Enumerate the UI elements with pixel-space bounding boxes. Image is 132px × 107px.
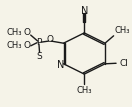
Text: Cl: Cl — [119, 59, 128, 68]
Text: CH₃: CH₃ — [114, 26, 130, 35]
Text: N: N — [81, 6, 88, 16]
Text: N: N — [57, 60, 64, 70]
Text: CH₃: CH₃ — [6, 41, 22, 50]
Text: O: O — [46, 35, 53, 44]
Text: CH₃: CH₃ — [6, 28, 22, 37]
Text: P: P — [36, 38, 42, 47]
Text: O: O — [24, 28, 31, 37]
Text: O: O — [24, 41, 31, 50]
Text: CH₃: CH₃ — [77, 86, 92, 95]
Text: S: S — [37, 52, 42, 61]
